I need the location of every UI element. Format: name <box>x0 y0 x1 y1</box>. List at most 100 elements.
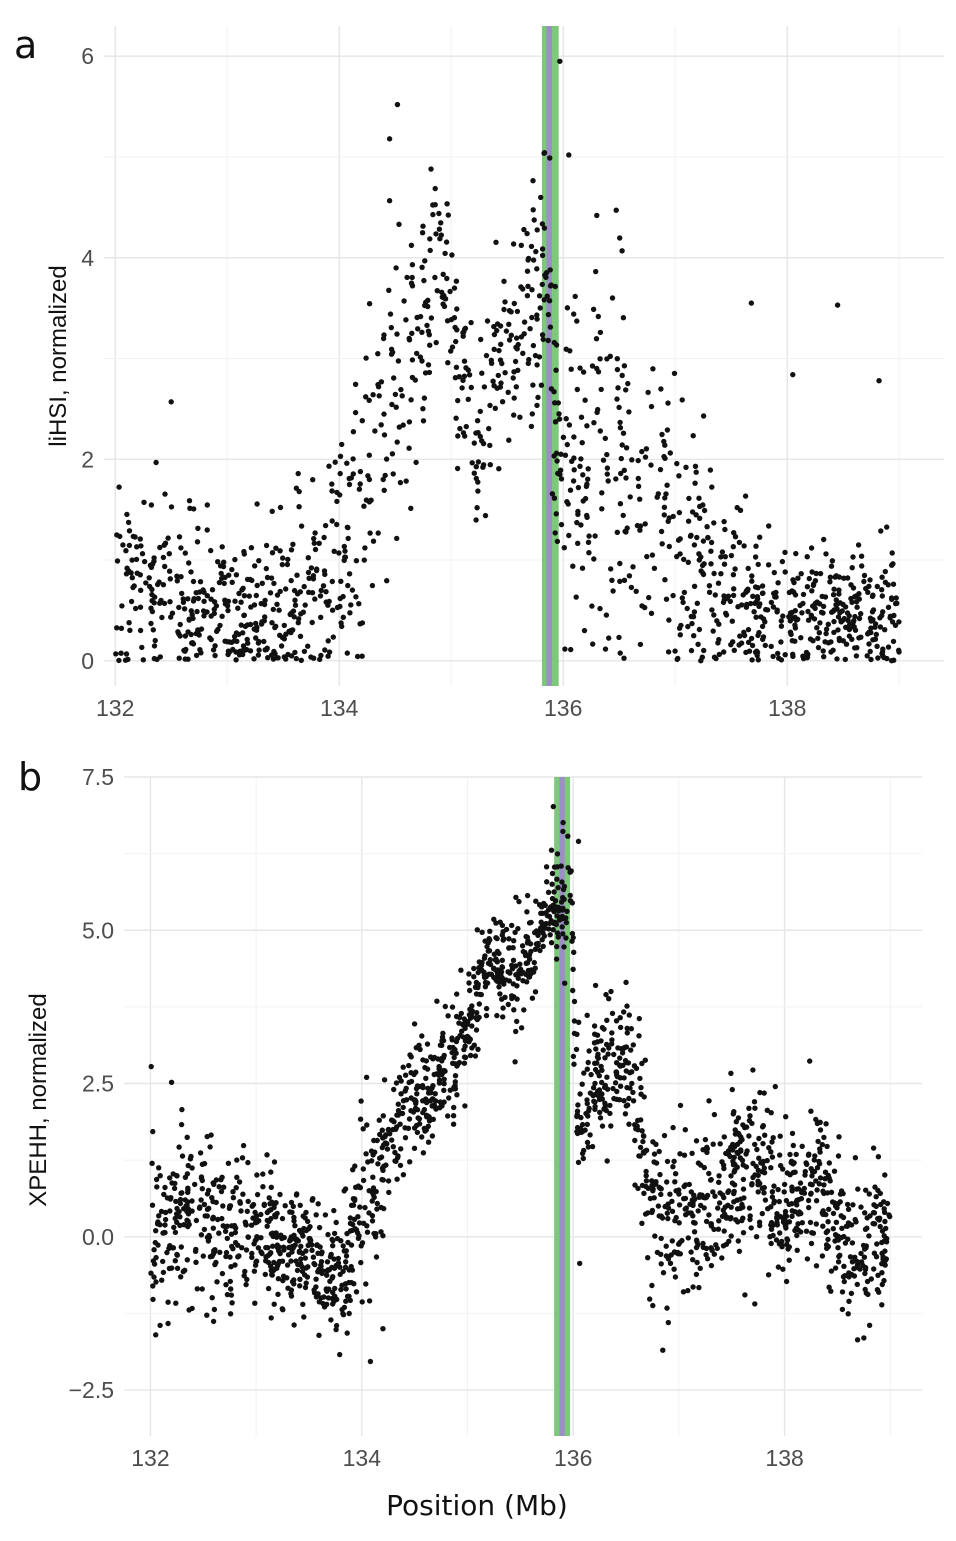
data-point <box>815 644 822 651</box>
x-tick-label: 132 <box>96 695 134 721</box>
data-point <box>769 1194 776 1200</box>
data-point <box>835 1153 842 1159</box>
data-point <box>842 604 849 610</box>
data-point <box>241 1273 247 1279</box>
data-point <box>279 634 285 641</box>
data-point <box>773 594 779 600</box>
data-point <box>350 429 357 435</box>
data-point <box>567 487 574 493</box>
data-point <box>688 532 694 538</box>
data-point <box>265 1259 272 1266</box>
data-point <box>312 1261 318 1268</box>
data-point <box>789 638 795 644</box>
data-point <box>450 1121 457 1127</box>
data-point <box>228 639 235 646</box>
data-point <box>193 590 199 596</box>
data-point <box>603 612 610 618</box>
data-point <box>817 1175 824 1181</box>
data-point <box>264 1223 270 1229</box>
data-point <box>308 565 315 571</box>
data-point <box>173 1198 179 1205</box>
data-point <box>380 1167 386 1174</box>
data-point <box>406 335 412 342</box>
data-point <box>514 983 520 989</box>
data-point <box>394 535 400 542</box>
data-point <box>515 367 521 373</box>
data-point <box>200 608 207 614</box>
data-point <box>306 589 312 595</box>
data-point <box>137 536 143 542</box>
data-point <box>464 1033 471 1040</box>
data-point <box>700 502 706 508</box>
data-point <box>296 1248 303 1254</box>
data-point <box>263 565 269 572</box>
data-point <box>269 550 276 556</box>
data-point <box>241 551 247 557</box>
data-point <box>663 596 670 602</box>
data-point <box>614 396 620 402</box>
data-point <box>783 1114 789 1120</box>
data-point <box>690 433 696 439</box>
data-point <box>377 1155 383 1161</box>
data-point <box>454 1035 461 1042</box>
data-point <box>828 1288 834 1294</box>
data-point <box>269 1230 276 1236</box>
data-point <box>329 481 335 487</box>
data-point <box>458 967 464 973</box>
data-point <box>671 370 678 377</box>
data-point <box>474 505 480 511</box>
data-point <box>334 521 340 528</box>
data-point <box>835 1259 842 1265</box>
data-point <box>419 264 425 270</box>
data-point <box>453 338 459 345</box>
data-point <box>238 1208 244 1214</box>
data-point <box>271 580 277 587</box>
data-point <box>592 533 598 539</box>
data-point <box>549 491 556 497</box>
data-point <box>641 1094 647 1100</box>
data-point <box>641 1190 647 1197</box>
data-point <box>752 1301 758 1307</box>
data-point <box>419 1082 426 1089</box>
data-point <box>444 318 451 324</box>
y-tick-label: 7.5 <box>82 764 114 790</box>
data-point <box>624 1003 630 1009</box>
data-point <box>226 572 232 578</box>
data-point <box>151 643 158 649</box>
data-point <box>337 470 343 477</box>
data-point <box>256 647 262 653</box>
data-point <box>574 1128 580 1135</box>
data-point <box>158 1208 165 1215</box>
data-point <box>867 577 873 583</box>
data-point <box>288 610 295 616</box>
data-point <box>225 598 232 604</box>
data-point <box>864 1215 870 1221</box>
data-point <box>541 297 547 303</box>
data-point <box>560 931 566 937</box>
data-point <box>840 1214 847 1221</box>
data-point <box>620 315 627 321</box>
data-point <box>566 532 572 539</box>
data-point <box>506 978 512 984</box>
data-point <box>471 965 477 972</box>
data-point <box>469 460 475 466</box>
data-point <box>137 572 143 578</box>
data-point <box>328 1317 334 1323</box>
data-point <box>461 373 468 379</box>
data-point <box>793 1151 799 1158</box>
data-point <box>709 484 715 490</box>
data-point <box>846 626 852 633</box>
data-point <box>779 1238 785 1245</box>
data-point <box>804 554 810 560</box>
data-point <box>867 648 873 655</box>
data-point <box>343 1253 350 1259</box>
data-point <box>326 1286 332 1292</box>
data-point <box>251 1241 257 1247</box>
data-point <box>840 638 846 644</box>
data-point <box>383 456 390 462</box>
data-point <box>400 1104 406 1111</box>
data-point <box>599 1079 605 1086</box>
data-point <box>498 380 504 386</box>
data-point <box>414 1107 421 1113</box>
data-point <box>623 1068 629 1074</box>
